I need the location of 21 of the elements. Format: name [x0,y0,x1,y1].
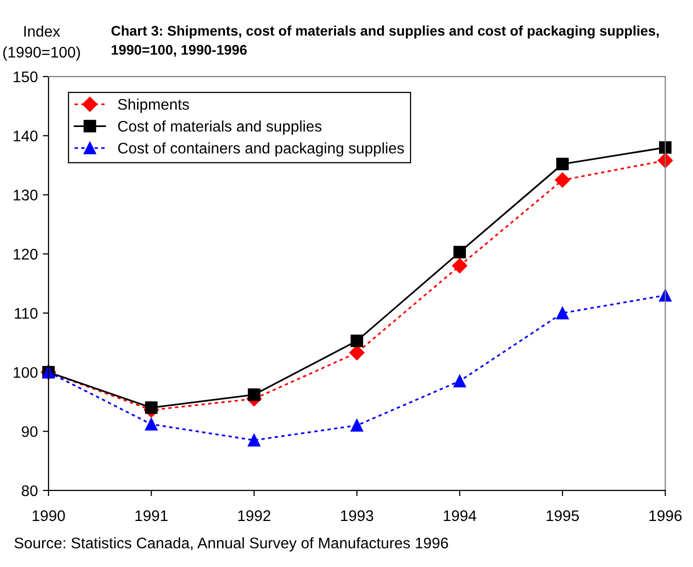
source-note: Source: Statistics Canada, Annual Survey of Manufactures 1996 [14,537,448,552]
y-tick-label: 110 [14,308,38,319]
x-tick-label: 1994 [444,510,476,522]
x-tick-label: 1992 [238,510,270,522]
legend-label: Cost of containers and packaging supplies [118,142,404,157]
legend-label: Shipments [118,98,190,113]
x-tick-label: 1990 [32,510,65,522]
x-tick-label: 1993 [341,510,374,522]
y-tick-label: 80 [22,485,38,496]
x-tick-label: 1995 [546,510,579,522]
y-tick-label: 150 [14,71,38,82]
x-tick-label: 1996 [649,510,682,522]
y-tick-label: 120 [14,248,38,260]
y-tick-label: 130 [14,190,38,200]
y-axis-title: Index (1990=100) [3,26,80,61]
legend-label: Cost of materials and supplies [118,120,322,135]
y-tick-label: 140 [14,130,38,142]
y-tick-label: 100 [14,367,38,378]
y-tick-label: 90 [22,426,38,438]
x-tick-label: 1991 [135,510,168,522]
chart-title: Chart 3: Shipments, cost of materials and supplies and cost of packaging supplies, 1990=100, 1990-1996 [111,26,659,57]
